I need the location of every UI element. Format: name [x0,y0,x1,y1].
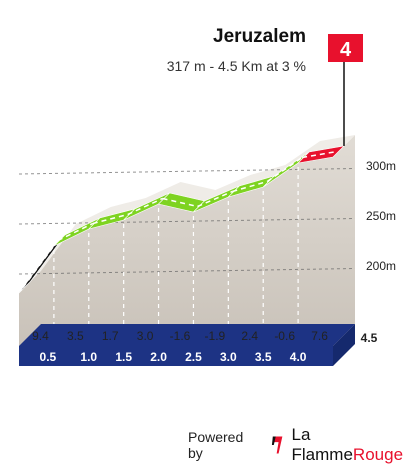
segment-centerline [22,240,59,288]
brand-name: La FlammeRouge [292,425,420,465]
y-tick-label: 250m [366,209,396,223]
segment-centerline [301,150,338,159]
segment-centerline [57,222,94,242]
gradient-label: 3.0 [137,329,154,343]
km-tick-label: 2.0 [150,350,167,364]
km-tick-label: 2.5 [185,350,202,364]
grid-line-300 [18,168,356,175]
km-tick-label: 0.5 [40,350,57,364]
gradient-label: 9.4 [32,329,49,343]
segment-centerline [162,197,198,208]
gradient-label: -1.6 [170,329,191,343]
y-tick-label: 200m [366,259,396,273]
brand-name-accent: Rouge [352,445,404,464]
terrain-top-surface [19,135,355,293]
y-tick-label: 300m [366,159,396,173]
segment-centerline [197,190,233,208]
km-tick-label: 4.5 [361,331,378,345]
km-tick-label: 1.5 [115,350,132,364]
gradient-label: 7.6 [311,329,328,343]
segment-centerline [127,197,163,216]
elevation-profile-chart: 200m 250m 300m 9.4 3.5 1.7 3.0 -1.6 -1.9 2.4 -0.6 7… [18,34,396,366]
powered-by-text: Powered by [188,429,244,461]
climb-subtitle: 317 m - 4.5 Km at 3 % [166,58,306,74]
category-flag [328,34,363,62]
gradient-label: 2.4 [241,329,258,343]
category-number: 4 [340,39,352,61]
climb-title: Jeruzalem [213,26,306,47]
footer-branding: Powered by La FlammeRouge [188,425,420,464]
grid-line-200 [18,268,356,275]
flame-logo-icon [272,436,283,454]
gradient-label: 3.5 [67,329,84,343]
gradient-label: -1.9 [205,329,226,343]
base-band-top [19,324,355,346]
segment-centerline [92,213,128,225]
gradient-label: -0.6 [274,329,295,343]
km-tick-label: 3.5 [255,350,272,364]
km-tick-label: 4.0 [290,350,307,364]
base-band-side [333,324,355,366]
terrain-area [19,135,355,346]
base-band-front [19,346,333,366]
brand-name-main: La Flamme [291,425,353,464]
km-tick-label: 1.0 [80,350,97,364]
grid-line-250 [18,218,356,225]
gradient-label: 1.7 [102,329,119,343]
segment-centerline [266,156,303,183]
segment-centerline [232,180,268,193]
km-tick-label: 3.0 [220,350,237,364]
